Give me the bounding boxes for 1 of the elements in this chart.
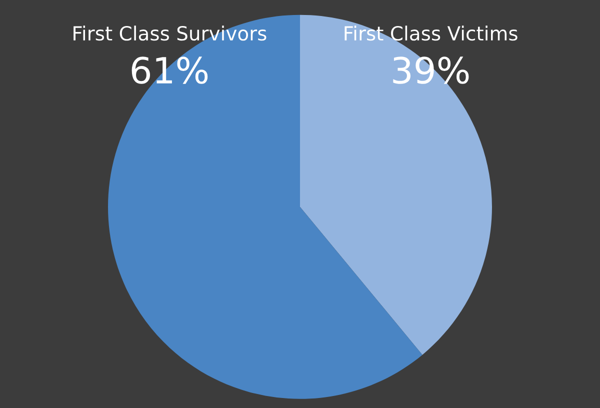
slice-label: First Class Victims — [344, 26, 518, 41]
